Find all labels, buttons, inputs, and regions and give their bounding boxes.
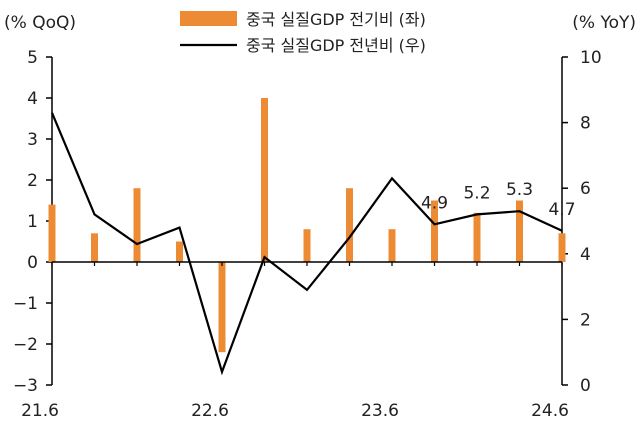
line-path xyxy=(50,112,563,376)
bar xyxy=(261,98,268,262)
left-tick-label: 0 xyxy=(27,253,38,273)
right-tick-label: 6 xyxy=(580,179,591,199)
bar-series-qoq xyxy=(48,98,566,353)
left-tick-label: 2 xyxy=(27,171,38,191)
right-tick-label: 8 xyxy=(580,114,591,134)
left-tick-label: −2 xyxy=(13,335,38,355)
x-tick-label: 23.6 xyxy=(361,401,399,421)
left-tick-label: 4 xyxy=(27,89,38,109)
data-labels: 4.9 5.2 5.3 4.7 xyxy=(421,180,576,220)
bar xyxy=(218,262,226,353)
legend-label-line: 중국 실질GDP 전년비 (우) xyxy=(246,36,426,55)
bar xyxy=(303,229,311,262)
data-label: 4.9 xyxy=(421,193,448,213)
bar xyxy=(431,200,438,262)
bar xyxy=(133,188,141,262)
bar xyxy=(473,212,481,262)
data-label: 4.7 xyxy=(548,200,575,220)
axes xyxy=(46,56,568,386)
left-tick-label: 3 xyxy=(27,130,38,150)
bar xyxy=(516,200,523,262)
right-tick-label: 0 xyxy=(580,376,591,396)
left-tick-label: 5 xyxy=(27,48,38,68)
data-label: 5.3 xyxy=(506,180,533,200)
left-tick-label: −3 xyxy=(13,376,38,396)
right-tick-label: 10 xyxy=(580,48,602,68)
left-tick-label: 1 xyxy=(27,212,38,232)
legend: 중국 실질GDP 전기비 (좌) 중국 실질GDP 전년비 (우) xyxy=(180,10,426,55)
right-tick-label: 4 xyxy=(580,245,591,265)
legend-swatch-bar xyxy=(180,11,237,26)
bar xyxy=(346,188,353,262)
data-label: 5.2 xyxy=(463,183,490,203)
legend-label-bar: 중국 실질GDP 전기비 (좌) xyxy=(246,10,426,29)
zero-line-layer xyxy=(51,261,563,266)
bar xyxy=(176,241,183,262)
bar xyxy=(48,204,56,262)
x-tick-label: 24.6 xyxy=(531,401,569,421)
x-tick-label: 21.6 xyxy=(21,401,59,421)
bar xyxy=(91,233,98,262)
right-tick-label: 2 xyxy=(580,310,591,330)
bar xyxy=(558,233,566,262)
x-tick-label: 22.6 xyxy=(191,401,229,421)
line-series-yoy xyxy=(50,112,563,376)
bar xyxy=(388,229,396,262)
left-axis-title: (% QoQ) xyxy=(4,13,76,33)
left-tick-label: −1 xyxy=(13,294,38,314)
right-axis-title: (% YoY) xyxy=(572,13,636,33)
